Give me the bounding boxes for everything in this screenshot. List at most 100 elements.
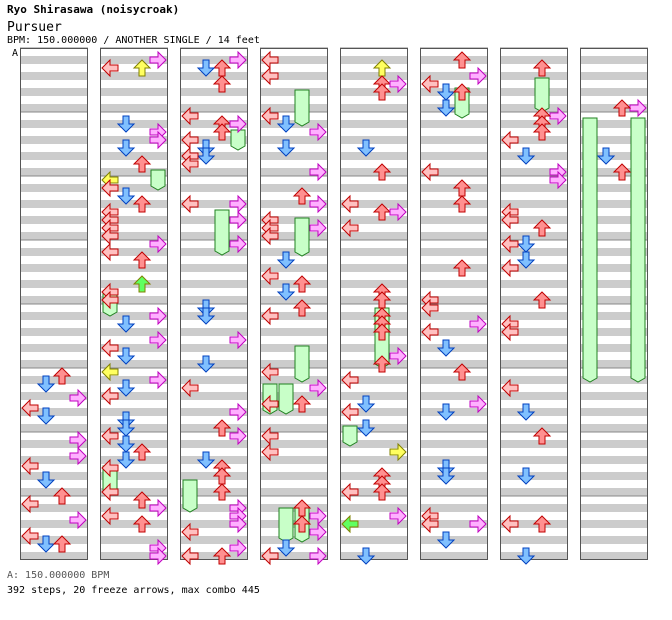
step-arrow [276,539,296,557]
step-arrow [149,306,167,326]
step-arrow [516,403,536,421]
beat-stripe [340,56,408,64]
beat-stripe [260,488,328,496]
beat-stripe [420,360,488,368]
column-border [100,48,168,560]
beat-stripe [580,88,648,96]
step-arrow [101,386,119,406]
step-arrow [69,430,87,450]
chart-column [20,47,88,560]
step-arrow [196,147,216,165]
step-arrow [516,547,536,565]
beat-stripe [340,280,408,288]
step-arrow [229,234,247,254]
beat-stripe [20,312,88,320]
step-arrow [516,251,536,269]
step-arrow [149,130,167,150]
beat-stripe [420,152,488,160]
song-title: Pursuer [7,20,62,35]
freeze-arrow [278,507,294,543]
step-arrow [132,195,152,213]
beat-stripe [500,216,568,224]
beat-stripe [340,456,408,464]
beat-stripe [260,296,328,304]
beat-stripe [260,88,328,96]
beat-stripe [180,136,248,144]
beat-stripe [260,232,328,240]
beat-stripe [20,136,88,144]
beat-stripe [500,248,568,256]
beat-stripe [20,472,88,480]
step-arrow [132,491,152,509]
beat-stripe [100,232,168,240]
step-arrow [309,162,327,182]
beat-stripe [20,456,88,464]
freeze-arrow [294,217,310,257]
beat-stripe [420,136,488,144]
beat-stripe [580,200,648,208]
step-arrow [596,147,616,165]
step-arrow [389,202,407,222]
step-arrow [356,139,376,157]
beat-stripe [180,200,248,208]
beat-stripe [340,104,408,112]
beat-stripe [340,264,408,272]
beat-stripe [100,312,168,320]
step-arrow [372,203,392,221]
step-arrow [341,402,359,422]
beat-stripe [260,328,328,336]
beat-stripe [420,296,488,304]
beat-stripe [260,72,328,80]
step-arrow [389,346,407,366]
beat-stripe [100,56,168,64]
beat-stripe [580,56,648,64]
step-arrow [421,74,439,94]
step-arrow [261,362,279,382]
step-arrow [532,219,552,237]
beat-stripe [500,376,568,384]
beat-stripe [500,392,568,400]
beat-stripe [100,392,168,400]
freeze-arrow [294,345,310,383]
step-arrow [436,83,456,101]
beat-stripe [500,280,568,288]
column-border [260,48,328,560]
step-arrow [229,514,247,534]
beat-stripe [500,72,568,80]
beat-stripe [420,72,488,80]
step-arrow [181,194,199,214]
beat-stripe [420,376,488,384]
beat-stripe [180,536,248,544]
step-arrow [436,99,456,117]
step-arrow [181,106,199,126]
beat-stripe [580,536,648,544]
step-arrow [116,115,136,133]
step-arrow [501,130,519,150]
step-arrow [532,427,552,445]
step-arrow [501,322,519,342]
step-arrow [436,531,456,549]
beat-stripe [340,232,408,240]
beat-stripe [420,424,488,432]
step-arrow [421,322,439,342]
beat-stripe [420,280,488,288]
column-border [20,48,88,560]
step-arrow [501,514,519,534]
beat-stripe [580,216,648,224]
beat-stripe [500,440,568,448]
step-arrow [101,426,119,446]
beat-stripe [500,328,568,336]
step-arrow [452,83,472,101]
step-arrow [212,419,232,437]
beat-stripe [340,184,408,192]
beat-stripe [580,440,648,448]
step-arrow [36,535,56,553]
beat-stripe [420,248,488,256]
beat-stripe [100,104,168,112]
step-arrow [341,482,359,502]
beat-stripe [420,440,488,448]
beat-stripe [340,216,408,224]
step-arrow [612,99,632,117]
beat-stripe [260,104,328,112]
step-arrow [532,291,552,309]
